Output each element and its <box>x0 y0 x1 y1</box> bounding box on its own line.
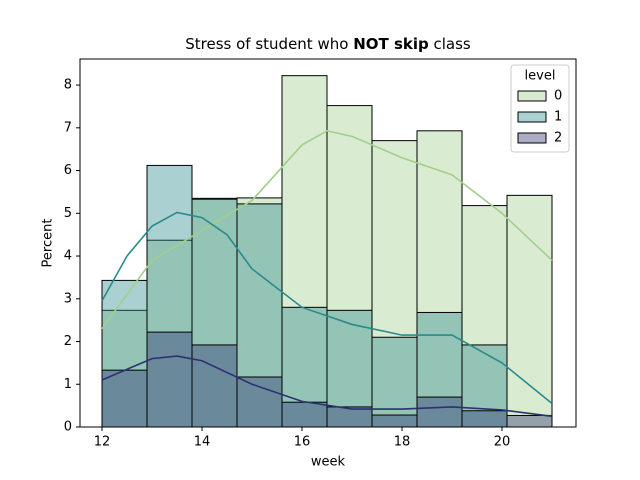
legend-box <box>510 64 570 153</box>
x-tick-label: 14 <box>194 435 211 450</box>
legend-label: 2 <box>554 131 562 146</box>
legend-swatch <box>517 132 547 144</box>
histogram-bar <box>326 406 373 428</box>
y-tick-label: 0 <box>64 420 72 435</box>
legend-swatch <box>517 111 547 123</box>
histogram-bar <box>101 309 148 428</box>
kde-line <box>101 355 553 418</box>
title-part: class <box>429 35 471 53</box>
histogram-bar <box>146 331 193 428</box>
histogram-bar <box>416 130 463 428</box>
x-tick-label: 20 <box>494 435 511 450</box>
chart-title: Stress of student who NOT skip class <box>185 35 471 53</box>
y-tick-label: 5 <box>64 206 72 221</box>
histogram-bar <box>101 369 148 428</box>
histogram-bar <box>236 203 283 428</box>
histogram-bar <box>326 309 373 428</box>
y-axis-label: Percent <box>41 219 56 268</box>
histogram-bar <box>191 344 238 428</box>
legend-label: 1 <box>554 110 562 125</box>
y-tick-label: 4 <box>64 249 72 264</box>
x-tick-label: 16 <box>294 435 311 450</box>
histogram-bar <box>461 410 508 428</box>
legend-swatch <box>517 90 547 102</box>
histogram-bar <box>281 401 328 428</box>
axes-frame <box>79 58 577 428</box>
histogram-bar <box>236 376 283 428</box>
legend-title: level <box>525 69 556 84</box>
title-part: NOT skip <box>353 35 429 53</box>
y-tick-label: 8 <box>64 78 72 93</box>
histogram-bar <box>416 396 463 428</box>
y-tick-label: 3 <box>64 291 72 306</box>
histogram-bar <box>371 140 418 428</box>
x-tick-label: 12 <box>94 435 111 450</box>
histogram-bar <box>191 197 238 428</box>
histogram-bar <box>281 306 328 428</box>
legend-label: 0 <box>554 89 562 104</box>
histogram-bar <box>506 414 553 428</box>
kde-line <box>101 129 553 330</box>
histogram-bar <box>146 239 193 428</box>
histogram-bar <box>371 336 418 428</box>
kde-line <box>101 211 553 405</box>
histogram-bar <box>461 344 508 428</box>
y-tick-label: 2 <box>64 334 72 349</box>
histogram-bar <box>371 414 418 428</box>
x-axis-label: week <box>311 455 346 470</box>
histogram-bar <box>101 279 148 428</box>
y-tick-label: 1 <box>64 377 72 392</box>
y-tick-label: 6 <box>64 163 72 178</box>
title-part: Stress of student who <box>185 35 353 53</box>
y-tick-label: 7 <box>64 120 72 135</box>
x-tick-label: 18 <box>394 435 411 450</box>
histogram-bar <box>506 194 553 428</box>
